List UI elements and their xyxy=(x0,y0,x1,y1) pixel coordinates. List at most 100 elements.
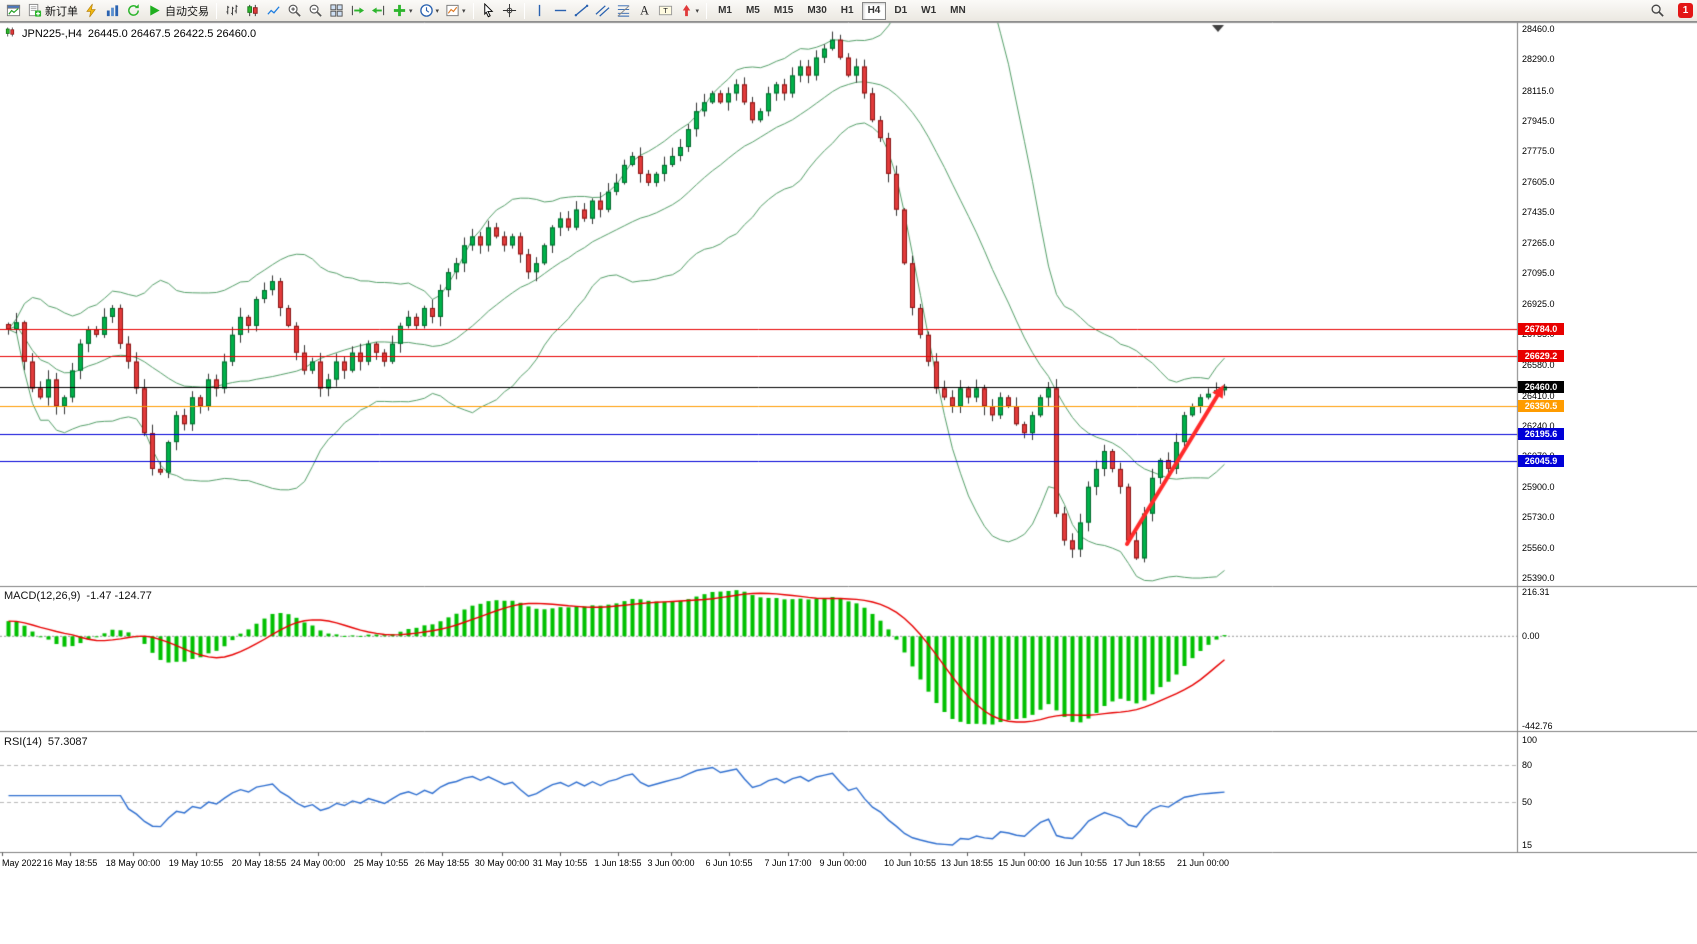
time-axis-label: 19 May 10:55 xyxy=(168,858,224,868)
refresh-button[interactable] xyxy=(123,1,144,21)
price-tag: 26460.0 xyxy=(1518,381,1564,393)
price-axis-label: 27265.0 xyxy=(1522,238,1555,248)
scripts-icon xyxy=(84,3,99,18)
time-axis-label: May 2022 xyxy=(2,858,42,868)
timeframe-d1-button-label: D1 xyxy=(894,5,908,16)
time-axis-label: 24 May 00:00 xyxy=(290,858,346,868)
candlestick-chart-button[interactable] xyxy=(242,1,263,21)
svg-text:A: A xyxy=(640,4,649,18)
rsi-scale-label: 80 xyxy=(1522,760,1533,770)
timeframe-w1-button-label: W1 xyxy=(921,5,937,16)
search-button[interactable] xyxy=(1647,1,1668,21)
zoom-out-icon xyxy=(308,3,323,18)
cursor-button[interactable] xyxy=(478,1,499,21)
dropdown-caret-icon: ▾ xyxy=(435,7,440,15)
timeframe-m15-button[interactable]: M15 xyxy=(768,2,799,20)
price-axis-label: 28115.0 xyxy=(1522,86,1554,96)
new-order-icon xyxy=(27,3,42,18)
bar-chart-button[interactable] xyxy=(221,1,242,21)
notification-badge[interactable]: 1 xyxy=(1678,3,1693,18)
time-axis-label: 16 Jun 10:55 xyxy=(1054,858,1108,868)
price-axis-label: 28290.0 xyxy=(1522,54,1555,64)
time-axis-label: 9 Jun 00:00 xyxy=(819,858,867,868)
chart-shift-button[interactable] xyxy=(368,1,389,21)
template-icon xyxy=(445,3,460,18)
trendline-button[interactable] xyxy=(571,1,592,21)
rsi-scale-label: 50 xyxy=(1522,797,1533,807)
clock-icon xyxy=(419,3,434,18)
market-watch-button[interactable] xyxy=(102,1,123,21)
vertical-line-button[interactable] xyxy=(529,1,550,21)
tile-windows-button[interactable] xyxy=(326,1,347,21)
horizontal-line-button[interactable] xyxy=(550,1,571,21)
text-label-button[interactable]: T xyxy=(655,1,676,21)
time-axis-label: 15 Jun 00:00 xyxy=(997,858,1051,868)
price-axis-label: 27775.0 xyxy=(1522,146,1555,156)
arrows-button[interactable]: ▾ xyxy=(676,1,703,21)
chart-shift-icon xyxy=(371,3,386,18)
market-watch-icon xyxy=(105,3,120,18)
zoom-in-button[interactable] xyxy=(284,1,305,21)
timeframe-m30-button-label: M30 xyxy=(807,5,827,16)
search-icon xyxy=(1650,3,1665,18)
fibonacci-icon xyxy=(616,3,631,18)
indicators-button[interactable]: ▾ xyxy=(389,1,416,21)
price-axis-label: 27095.0 xyxy=(1522,268,1555,278)
price-tag: 26350.5 xyxy=(1518,400,1564,412)
fibonacci-button[interactable] xyxy=(613,1,634,21)
price-axis-label: 25730.0 xyxy=(1522,512,1555,522)
refresh-icon xyxy=(126,3,141,18)
auto-scroll-button[interactable] xyxy=(347,1,368,21)
scripts-button[interactable] xyxy=(81,1,102,21)
svg-text:T: T xyxy=(663,6,668,15)
rsi-name: RSI(14) xyxy=(4,736,42,748)
price-axis-label: 26925.0 xyxy=(1522,299,1555,309)
timeframe-d1-button[interactable]: D1 xyxy=(888,2,913,20)
timeframe-m1-button[interactable]: M1 xyxy=(712,2,738,20)
time-axis-label: 26 May 18:55 xyxy=(414,858,470,868)
dropdown-caret-icon: ▾ xyxy=(695,7,700,15)
macd-scale-label: -442.76 xyxy=(1522,721,1553,731)
timeframe-h1-button[interactable]: H1 xyxy=(835,2,860,20)
periods-button[interactable]: ▾ xyxy=(416,1,443,21)
line-chart-button[interactable] xyxy=(263,1,284,21)
equidistant-channel-button[interactable] xyxy=(592,1,613,21)
dropdown-caret-icon: ▾ xyxy=(409,7,413,15)
auto-trading-button[interactable]: 自动交易 xyxy=(144,1,212,21)
timeframe-h4-button[interactable]: H4 xyxy=(861,1,887,20)
text-button[interactable]: A xyxy=(634,1,655,21)
price-axis-label: 25560.0 xyxy=(1522,543,1555,553)
time-axis-label: 25 May 10:55 xyxy=(353,858,409,868)
price-axis-label: 26580.0 xyxy=(1522,360,1555,370)
text-icon: A xyxy=(637,3,652,18)
cursor-icon xyxy=(481,3,496,18)
price-axis-label: 28460.0 xyxy=(1522,24,1555,34)
timeframe-m30-button[interactable]: M30 xyxy=(801,2,832,20)
price-tag: 26195.6 xyxy=(1518,428,1564,440)
macd-values: -1.47 -124.77 xyxy=(86,590,152,602)
hline-icon xyxy=(553,3,568,18)
timeframe-m5-button[interactable]: M5 xyxy=(740,2,766,20)
zoom-in-icon xyxy=(287,3,302,18)
new-order-button[interactable]: 新订单 xyxy=(24,1,81,21)
timeframe-mn-button-label: MN xyxy=(950,5,966,16)
price-tag: 26784.0 xyxy=(1518,323,1564,335)
timeframe-w1-button[interactable]: W1 xyxy=(915,2,942,20)
channel-icon xyxy=(595,3,610,18)
zoom-out-button[interactable] xyxy=(305,1,326,21)
crosshair-button[interactable] xyxy=(499,1,520,21)
time-axis-label: 3 Jun 00:00 xyxy=(647,858,695,868)
templates-button[interactable]: ▾ xyxy=(442,1,469,21)
toolbar-separator xyxy=(216,2,217,19)
price-axis-label: 26240.0 xyxy=(1522,421,1555,431)
new-chart-button[interactable] xyxy=(3,1,24,21)
trendline-icon xyxy=(574,3,589,18)
time-axis-label: 16 May 18:55 xyxy=(42,858,98,868)
macd-scale-label: 216.31 xyxy=(1522,587,1550,597)
rsi-scale-label: 15 xyxy=(1522,840,1533,850)
macd-name: MACD(12,26,9) xyxy=(4,590,81,602)
symbol-chart-icon xyxy=(4,26,16,41)
time-axis-label: 30 May 00:00 xyxy=(474,858,530,868)
timeframe-mn-button[interactable]: MN xyxy=(944,2,972,20)
